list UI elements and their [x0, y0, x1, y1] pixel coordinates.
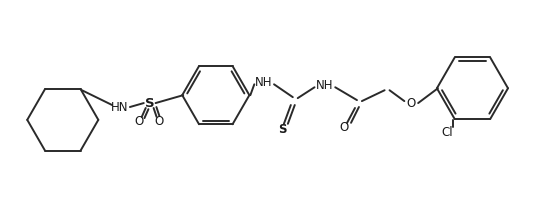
Text: O: O [134, 115, 143, 128]
Text: O: O [340, 121, 349, 134]
Text: NH: NH [316, 79, 333, 92]
Text: O: O [407, 97, 416, 110]
Text: S: S [145, 97, 155, 110]
Text: Cl: Cl [441, 126, 453, 139]
Text: NH: NH [254, 76, 272, 89]
Text: O: O [154, 115, 163, 128]
Text: S: S [278, 123, 286, 136]
Text: HN: HN [111, 100, 129, 114]
